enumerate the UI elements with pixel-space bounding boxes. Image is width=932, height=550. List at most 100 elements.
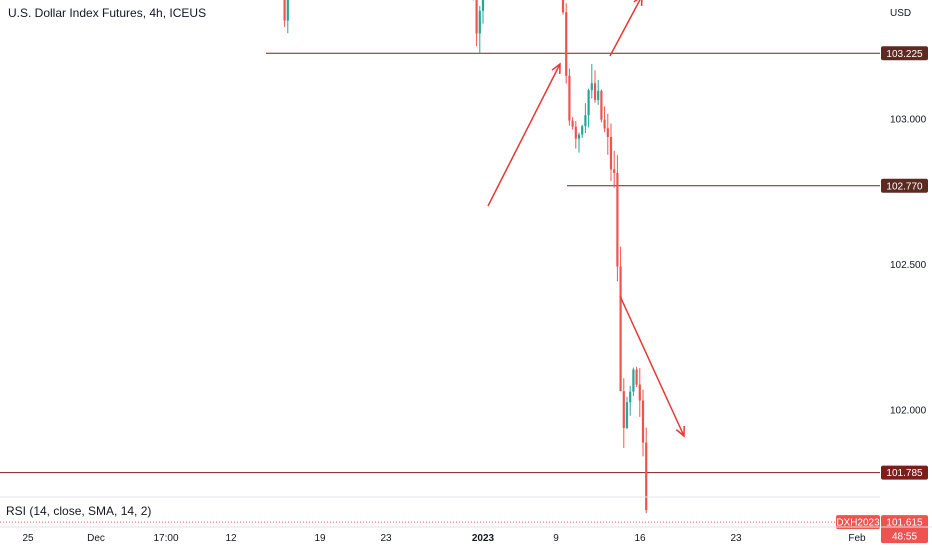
- candle: [641, 389, 645, 457]
- x-tick-label: 12: [225, 533, 237, 544]
- candle-body: [581, 126, 584, 135]
- x-tick-label: 19: [314, 533, 326, 544]
- candle-body: [616, 172, 619, 267]
- x-tick-label: 17:00: [153, 533, 178, 544]
- candles: [283, 0, 648, 514]
- candle: [475, 0, 478, 47]
- candle: [565, 3, 568, 84]
- candle: [629, 385, 632, 416]
- x-tick-label: 23: [730, 533, 742, 544]
- x-tick-label: 16: [634, 533, 646, 544]
- candle: [597, 79, 600, 105]
- candle-body: [632, 369, 635, 392]
- candle: [581, 124, 584, 138]
- candle-body: [613, 169, 616, 173]
- time-axis[interactable]: 25 Dec 17:00 12 19 23 2023 9 16 23 Feb: [22, 533, 866, 544]
- candle: [584, 103, 587, 133]
- symbol-tag-box: [836, 515, 880, 530]
- arrow-head: [551, 62, 561, 75]
- candle-body: [478, 10, 481, 34]
- candle: [587, 88, 590, 128]
- candle-body: [481, 0, 485, 11]
- candle-body: [587, 90, 590, 116]
- x-tick-label: 25: [22, 533, 34, 544]
- candle-body: [603, 119, 606, 129]
- candle-body: [625, 402, 629, 429]
- candle-body: [597, 90, 600, 100]
- candle-body: [606, 128, 609, 137]
- candle-body: [561, 0, 565, 13]
- candle-body: [568, 75, 571, 121]
- candle-body: [619, 266, 622, 392]
- top-right-arrow[interactable]: [609, 0, 643, 57]
- level-tag-text: 102.770: [886, 181, 923, 192]
- candle: [568, 68, 571, 126]
- rsi-indicator-label[interactable]: RSI (14, close, SMA, 14, 2): [6, 504, 152, 518]
- candle: [603, 106, 606, 133]
- candle: [609, 123, 613, 182]
- last-price-box: [881, 515, 928, 544]
- candle-body: [565, 12, 568, 76]
- y-tick-label: 102.500: [890, 260, 927, 271]
- candle: [481, 0, 485, 24]
- candle: [616, 155, 619, 282]
- arrow-head: [675, 425, 685, 438]
- arrow-shaft: [619, 295, 685, 437]
- level-price-tag: 103.225: [881, 46, 928, 61]
- candle: [606, 113, 609, 155]
- candle: [286, 0, 289, 34]
- last-price-tag: 101.615 48:55: [881, 515, 928, 544]
- candle: [593, 70, 597, 103]
- level-price-tag: 102.770: [881, 178, 928, 193]
- candle: [638, 368, 641, 417]
- level-tag-text: 103.225: [886, 49, 923, 60]
- candle: [645, 427, 648, 514]
- currency-label: USD: [890, 8, 911, 19]
- up-arrow[interactable]: [487, 62, 561, 207]
- x-tick-label: 2023: [472, 533, 495, 544]
- candle: [632, 367, 635, 396]
- candle: [613, 150, 616, 188]
- level-price-tag: 101.785: [881, 465, 928, 480]
- last-price-text: 101.615: [886, 518, 923, 529]
- candle: [283, 0, 286, 28]
- arrow-shaft: [487, 63, 561, 207]
- candle-body: [645, 442, 648, 511]
- symbol-tag-text: DXH2023: [836, 518, 880, 529]
- level-tag-box: [881, 178, 928, 193]
- candle-body: [475, 0, 478, 34]
- x-tick-label: Dec: [87, 533, 105, 544]
- candle-body: [571, 120, 574, 127]
- candle-body: [629, 391, 632, 403]
- y-tick-label: 103.000: [890, 114, 927, 125]
- candle-body: [577, 134, 581, 139]
- candle-body: [638, 384, 641, 401]
- candle-body: [635, 369, 638, 385]
- candle-body: [286, 0, 289, 21]
- candle-body: [593, 83, 597, 100]
- candle: [577, 132, 581, 153]
- price-axis[interactable]: 105.500105.000104.500104.000103.500103.0…: [890, 0, 927, 417]
- candle-body: [574, 126, 577, 139]
- candle: [600, 89, 603, 123]
- candle: [561, 0, 565, 15]
- candle: [622, 378, 625, 448]
- x-tick-label: Feb: [848, 533, 866, 544]
- countdown-text: 48:55: [892, 532, 917, 543]
- candle-body: [641, 400, 645, 443]
- candle: [574, 121, 577, 149]
- candle: [571, 117, 574, 130]
- arrow-shaft: [609, 0, 641, 57]
- candle-body: [609, 136, 613, 170]
- arrow-head: [633, 0, 643, 7]
- x-tick-label: 9: [553, 533, 559, 544]
- down-arrow[interactable]: [619, 295, 685, 438]
- drawings[interactable]: [140, 0, 685, 438]
- candle: [619, 246, 622, 392]
- candle: [590, 63, 593, 99]
- candle-body: [622, 391, 625, 429]
- symbol-tag: DXH2023: [836, 515, 880, 530]
